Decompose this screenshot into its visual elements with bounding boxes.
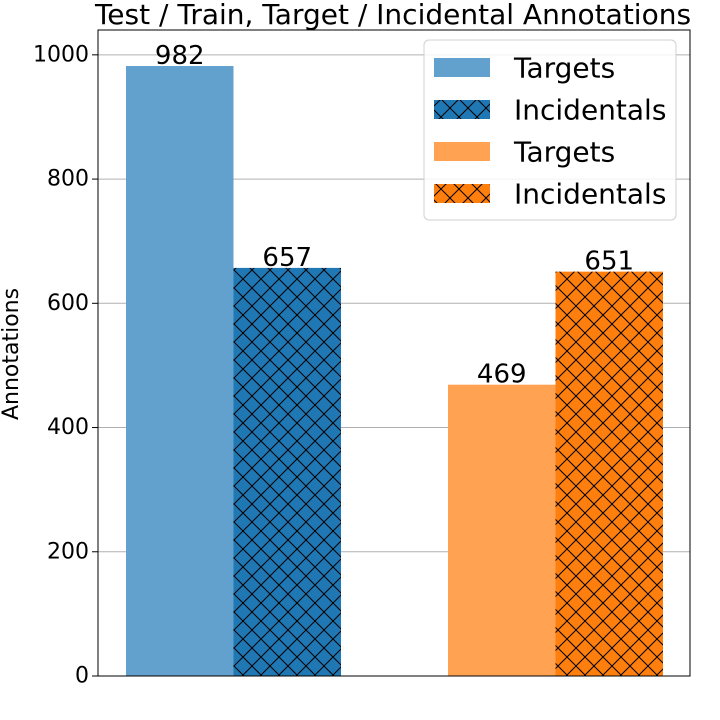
y-axis-label: Annotations bbox=[0, 288, 24, 420]
y-tick-label-0: 0 bbox=[75, 664, 89, 689]
bar-incidentals-group-2 bbox=[555, 271, 663, 676]
bar-value-label: 469 bbox=[477, 360, 527, 390]
y-tick-label-800: 800 bbox=[47, 167, 89, 192]
plot-frame bbox=[97, 29, 691, 677]
bar-value-label: 651 bbox=[584, 247, 634, 277]
y-axis-ticks: 0 200 400 600 800 1000 bbox=[33, 42, 98, 689]
y-tick-label-600: 600 bbox=[47, 291, 89, 316]
legend-swatch-targets bbox=[434, 142, 490, 161]
y-tick-label-1000: 1000 bbox=[33, 42, 89, 67]
legend: Targets Incidentals Targets Incidentals bbox=[423, 39, 677, 221]
bar-targets-group-2 bbox=[448, 384, 556, 676]
legend-swatch-incidentals bbox=[434, 100, 490, 119]
legend-swatch-targets bbox=[434, 58, 490, 77]
legend-label-incidentals: Incidentals bbox=[514, 94, 666, 127]
bar-targets-group-1 bbox=[126, 66, 234, 677]
legend-frame bbox=[423, 39, 677, 221]
y-tick-label-200: 200 bbox=[47, 539, 89, 564]
y-tick-label-400: 400 bbox=[47, 415, 89, 440]
bar-incidentals-group-1 bbox=[233, 267, 341, 676]
legend-label-targets: Targets bbox=[513, 52, 615, 85]
legend-label-incidentals: Incidentals bbox=[514, 178, 666, 211]
bar-value-label: 982 bbox=[155, 41, 205, 71]
legend-label-targets: Targets bbox=[513, 136, 615, 169]
bars bbox=[126, 66, 663, 677]
chart-title: Test / Train, Target / Incidental Annota… bbox=[94, 0, 691, 31]
bar-value-label: 657 bbox=[262, 243, 312, 273]
legend-swatch-incidentals bbox=[434, 184, 490, 203]
bar-labels: 982 657 469 651 bbox=[155, 41, 634, 390]
